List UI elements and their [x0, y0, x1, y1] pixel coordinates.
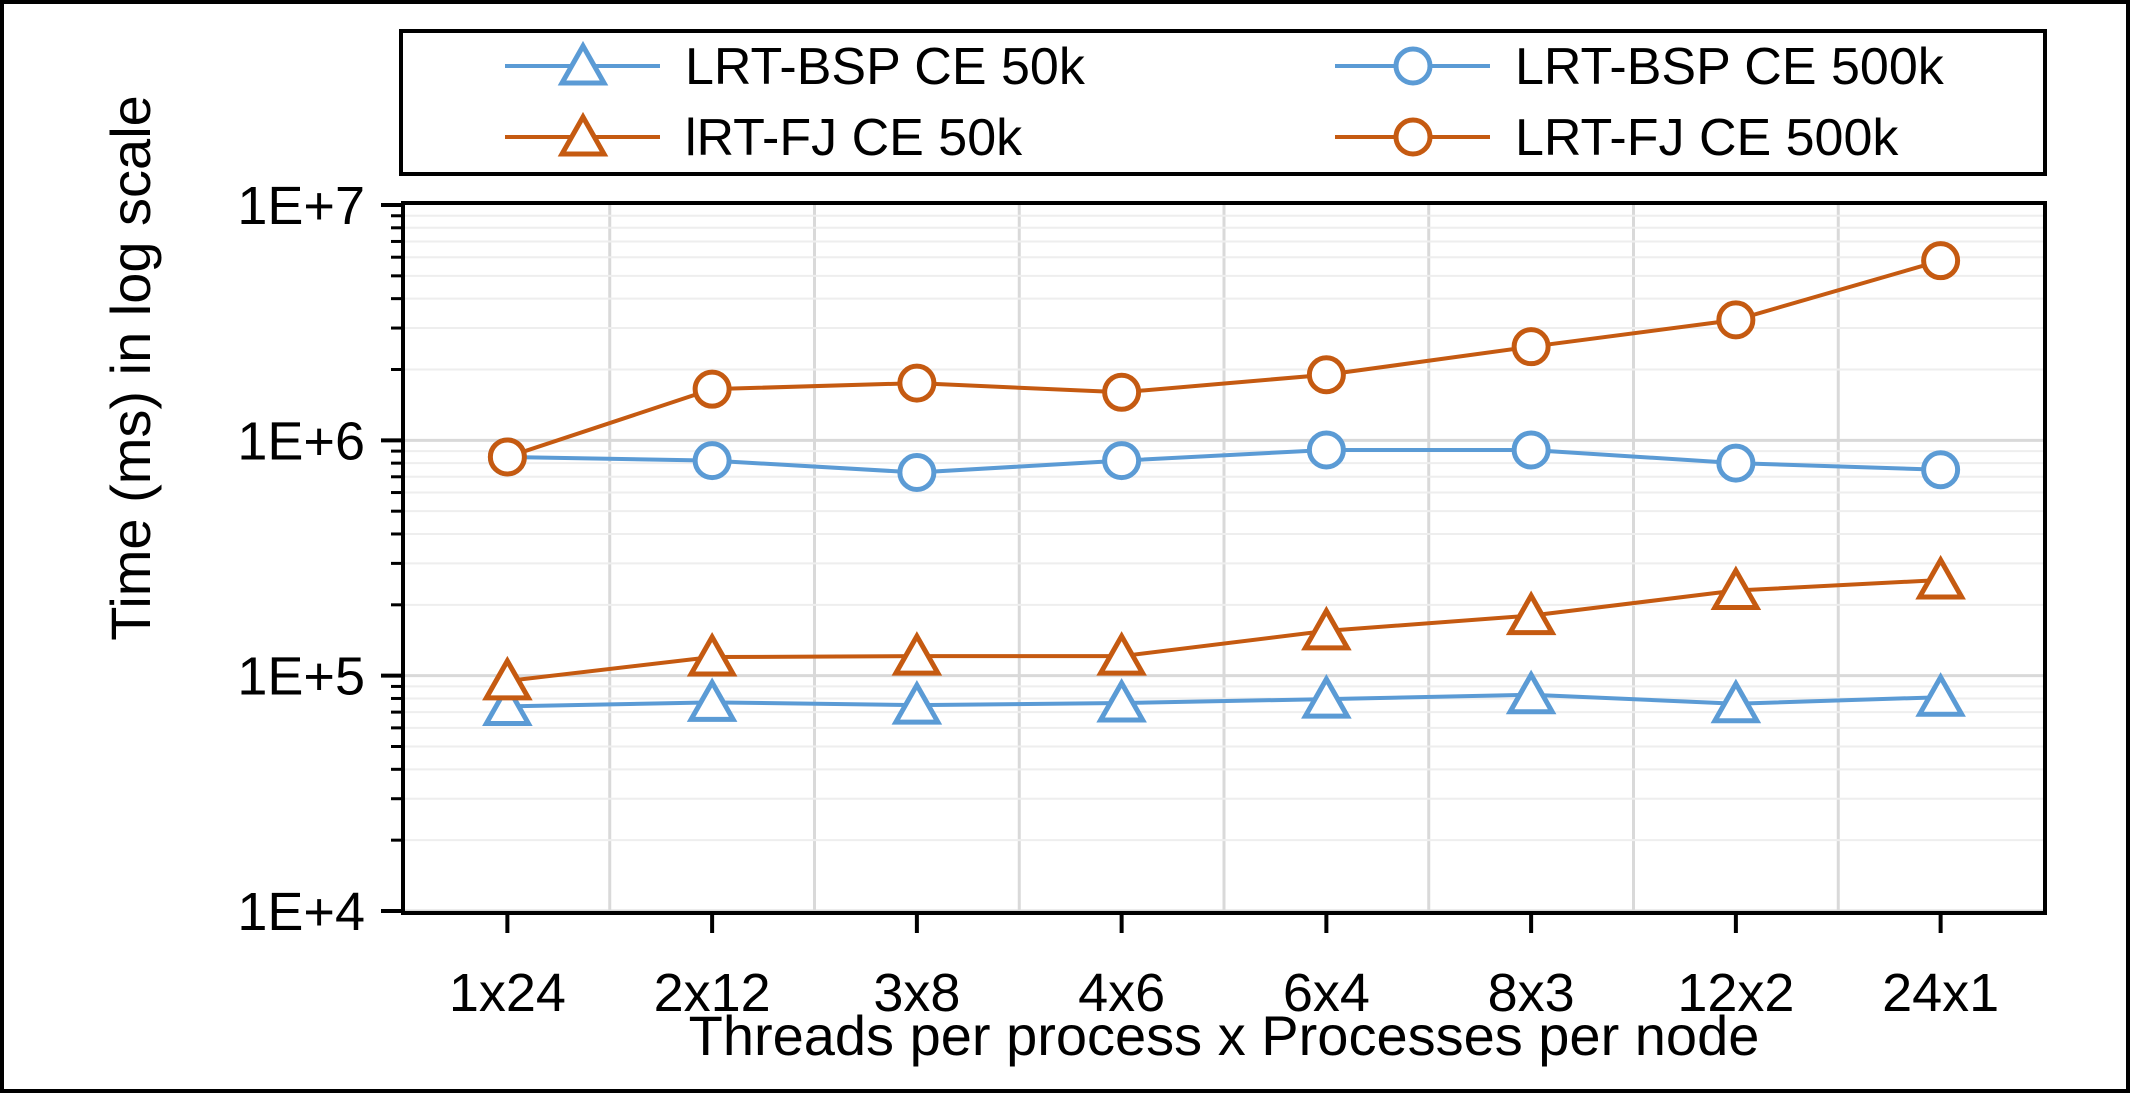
legend-label: LRT-BSP CE 50k [685, 38, 1086, 96]
legend-item: LRT-BSP CE 500k [1335, 38, 1945, 96]
data-point [1511, 327, 1551, 367]
data-point [1921, 450, 1961, 490]
plot-area-border [401, 201, 2047, 915]
data-point [1102, 441, 1142, 481]
data-point [1102, 372, 1142, 412]
series-1 [482, 669, 1966, 726]
data-point [686, 631, 738, 677]
data-point [1096, 631, 1147, 676]
data-point [891, 631, 943, 676]
series-line [507, 692, 1941, 709]
data-point [692, 369, 732, 409]
series-line [507, 577, 1941, 683]
legend-item: LRT-BSP CE 50k [505, 38, 1086, 96]
legend: LRT-BSP CE 50k LRT-BSP CE 500k lRT-FJ CE 5… [399, 29, 2047, 176]
legend-marker [1393, 46, 1433, 86]
x-tick-label: 6x4 [1283, 963, 1370, 1023]
data-point [686, 677, 738, 722]
data-point [1716, 300, 1756, 340]
legend-label: LRT-BSP CE 500k [1515, 38, 1945, 96]
x-tick-label: 8x3 [1488, 963, 1575, 1023]
legend-marker [557, 111, 609, 157]
y-axis [381, 203, 1943, 933]
series-4 [487, 241, 1961, 477]
y-axis-title: Time (ms) in log scale [99, 95, 162, 641]
y-tick-label: 1E+5 [237, 647, 365, 707]
series-line [506, 258, 1942, 459]
legend-marker [557, 40, 609, 86]
y-tick-label: 1E+6 [237, 411, 365, 471]
x-tick-label: 12x2 [1677, 963, 1794, 1023]
x-tick-label: 1x24 [449, 963, 566, 1023]
data-point [1505, 590, 1557, 636]
legend-item: LRT-FJ CE 500k [1335, 109, 1899, 167]
grid-lines [405, 205, 2043, 913]
data-point [1915, 672, 1966, 717]
data-point [1301, 605, 1352, 651]
data-point [482, 655, 533, 701]
data-point [482, 681, 533, 726]
y-tick-label: 1E+4 [237, 882, 365, 942]
data-point [897, 452, 937, 492]
x-tick-label: 24x1 [1882, 963, 1999, 1023]
legend-box [399, 29, 2047, 176]
x-axis-title: Threads per process x Processes per node [689, 1004, 1760, 1067]
series-line [507, 447, 1941, 475]
data-point [1511, 430, 1551, 470]
data-point [891, 680, 943, 725]
series-group [482, 241, 1966, 726]
data-point [487, 437, 527, 477]
x-tick-label: 3x8 [873, 963, 960, 1023]
data-point [1096, 677, 1147, 723]
data-point [1710, 565, 1762, 611]
data-point [1505, 669, 1557, 715]
tick-labels: 1E+4 1E+5 1E+6 1E+7 1x24 2x12 3x8 4x6 6x4 8x3 12x2… [237, 176, 1999, 1023]
legend-label: lRT-FJ CE 50k [685, 109, 1023, 167]
data-point [1306, 430, 1346, 470]
x-tick-label: 4x6 [1078, 963, 1165, 1023]
data-point [1915, 554, 1966, 600]
data-point [692, 441, 732, 481]
data-point [1716, 443, 1756, 483]
legend-marker [1393, 117, 1433, 157]
x-tick-label: 2x12 [654, 963, 771, 1023]
data-point [1710, 678, 1762, 724]
data-point [1301, 674, 1352, 719]
legend-item: lRT-FJ CE 50k [505, 109, 1023, 167]
legend-label: LRT-FJ CE 500k [1515, 109, 1899, 167]
data-point [897, 363, 937, 403]
data-point [1306, 355, 1346, 395]
y-tick-label: 1E+7 [237, 176, 365, 236]
series-3 [482, 554, 1966, 701]
data-point [1921, 241, 1961, 281]
